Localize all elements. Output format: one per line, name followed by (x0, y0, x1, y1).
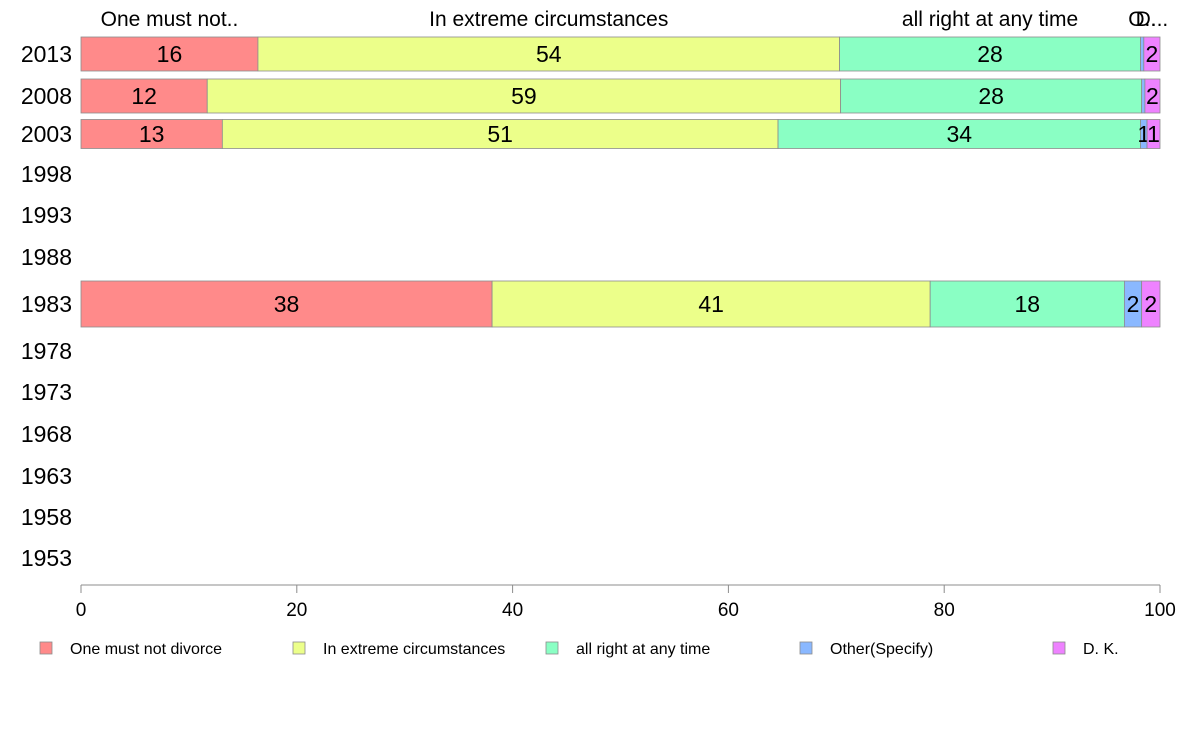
category-label: 2003 (21, 121, 72, 147)
data-label: 13 (139, 121, 165, 147)
bar-segment (206, 78, 842, 114)
x-tick-label: 20 (286, 600, 307, 621)
data-label: 41 (698, 291, 724, 317)
series-top-label: One must not.. (101, 8, 239, 31)
data-label: 12 (131, 83, 157, 109)
series-top-label: D... (1136, 8, 1169, 31)
category-label: 1998 (21, 161, 72, 187)
x-tick-label: 0 (76, 600, 87, 621)
bar-segment (491, 280, 931, 328)
x-tick-label: 100 (1144, 600, 1176, 621)
legend-swatch (292, 641, 306, 655)
series-top-label: O.. (1128, 8, 1156, 31)
series-top-label: In extreme circumstances (429, 8, 668, 31)
bar-segment (839, 36, 1141, 72)
category-label: 1963 (21, 463, 72, 489)
bar-segment (1144, 78, 1161, 114)
bar-segment (1140, 36, 1145, 72)
bar-segment (929, 280, 1125, 328)
data-label: 16 (157, 41, 183, 67)
series-top-label: all right at any time (902, 8, 1078, 31)
category-label: 1958 (21, 504, 72, 530)
legend-label: One must not divorce (70, 641, 222, 658)
bar-segment (1146, 119, 1161, 149)
data-label: 54 (536, 41, 562, 67)
bar-segment (80, 119, 223, 149)
bar-segment (80, 78, 208, 114)
legend-label: In extreme circumstances (323, 641, 505, 658)
x-tick-label: 60 (718, 600, 739, 621)
legend-swatch (799, 641, 813, 655)
legend-swatch (545, 641, 559, 655)
legend-label: Other(Specify) (830, 641, 933, 658)
x-tick-label: 80 (934, 600, 955, 621)
bar-segment (840, 78, 1143, 114)
bar-segment (1141, 78, 1146, 114)
x-tick-label: 40 (502, 600, 523, 621)
legend-label: D. K. (1083, 641, 1119, 658)
legend-swatch (39, 641, 53, 655)
category-label: 1988 (21, 244, 72, 270)
data-label: 18 (1014, 291, 1040, 317)
data-label: 51 (487, 121, 513, 147)
category-label: 1968 (21, 421, 72, 447)
bar-segment (221, 119, 779, 149)
data-label: 2 (1146, 41, 1159, 67)
category-label: 2008 (21, 83, 72, 109)
legend-label: all right at any time (576, 641, 710, 658)
category-label: 2013 (21, 41, 72, 67)
data-label: 34 (947, 121, 973, 147)
data-label: 2 (1144, 291, 1157, 317)
data-label: 38 (274, 291, 300, 317)
bar-segment (777, 119, 1141, 149)
category-label: 1973 (21, 379, 72, 405)
category-label: 1953 (21, 545, 72, 571)
data-label: 1 (1147, 121, 1160, 147)
data-label: 2 (1127, 291, 1140, 317)
category-label: 1993 (21, 202, 72, 228)
category-label: 1978 (21, 338, 72, 364)
data-label: 59 (511, 83, 537, 109)
bar-segment (80, 280, 493, 328)
bar-segment (1141, 280, 1161, 328)
data-label: 2 (1146, 83, 1159, 109)
bar-segment (80, 36, 259, 72)
category-label: 1983 (21, 291, 72, 317)
bar-segment (1143, 36, 1161, 72)
data-label: 28 (977, 41, 1003, 67)
data-label: 28 (978, 83, 1004, 109)
legend-swatch (1052, 641, 1066, 655)
bar-segment (257, 36, 840, 72)
